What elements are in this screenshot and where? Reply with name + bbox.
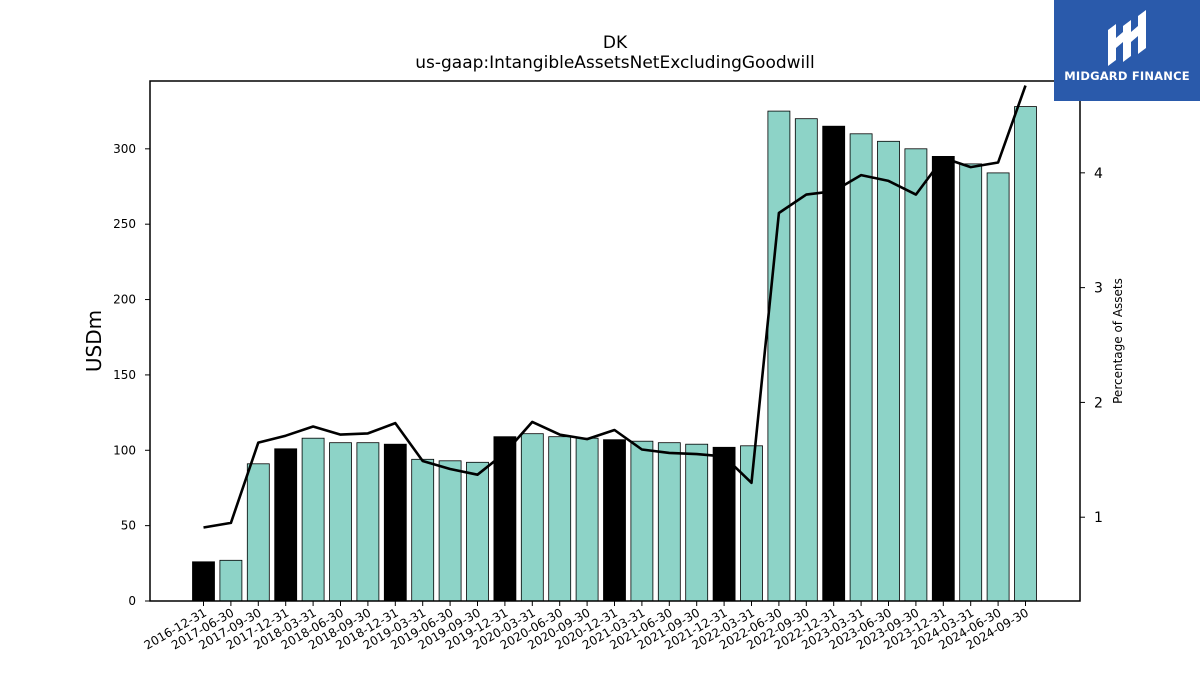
brand-logo: MIDGARD FINANCE [1054,0,1200,101]
y-axis-right-label: Percentage of Assets [1111,278,1125,404]
y-tick-label: 300 [113,142,136,156]
y-axis-left: 0 50 100 150 200 250 300 [113,142,150,608]
bar [603,439,626,602]
bar [904,148,928,602]
bar [630,440,654,602]
bar [438,460,462,602]
bar [466,461,489,602]
bar [877,140,900,602]
y-tick-label: 0 [128,594,136,608]
y-tick-label: 200 [113,293,136,307]
y-tick-label: 50 [121,519,136,533]
bar [575,437,599,602]
bar [849,133,873,602]
y-tick-label: 150 [113,368,136,382]
bar [192,561,215,602]
bar [794,118,818,602]
bar [383,443,407,602]
bar [356,442,380,602]
bar [548,436,572,602]
bar [329,442,352,602]
brand-name: MIDGARD FINANCE [1064,69,1190,83]
bar [493,436,517,602]
line-series [203,85,1027,529]
bar [520,433,544,602]
y-right-tick-label: 2 [1094,395,1103,411]
chart-title: DK [603,33,628,53]
bar-series [192,106,1037,602]
bar [274,448,298,602]
bar [712,446,736,602]
y-right-tick-label: 3 [1094,281,1103,297]
chart-subtitle: us-gaap:IntangibleAssetsNetExcludingGood… [415,53,814,73]
bar [822,125,846,602]
series-line [203,85,1027,529]
bar [986,172,1010,602]
y-right-tick-label: 1 [1094,510,1103,526]
y-axis-right: 1 2 3 4 [1080,166,1103,526]
y-axis-label: USDm [82,310,106,372]
bar [411,458,435,602]
x-axis: 2016-12-312017-06-302017-09-302017-12-31… [142,601,1031,652]
bar [301,437,325,602]
bar [657,442,681,602]
bar [1014,106,1037,602]
bar [685,443,709,602]
bar [246,463,270,602]
y-right-tick-label: 4 [1094,166,1103,182]
bar [767,110,791,602]
bar [219,559,243,602]
bar [740,445,763,602]
y-tick-label: 100 [113,443,136,457]
y-tick-label: 250 [113,217,136,231]
midgard-logo-icon [1108,10,1146,66]
bar [959,163,983,602]
bar [931,155,955,602]
